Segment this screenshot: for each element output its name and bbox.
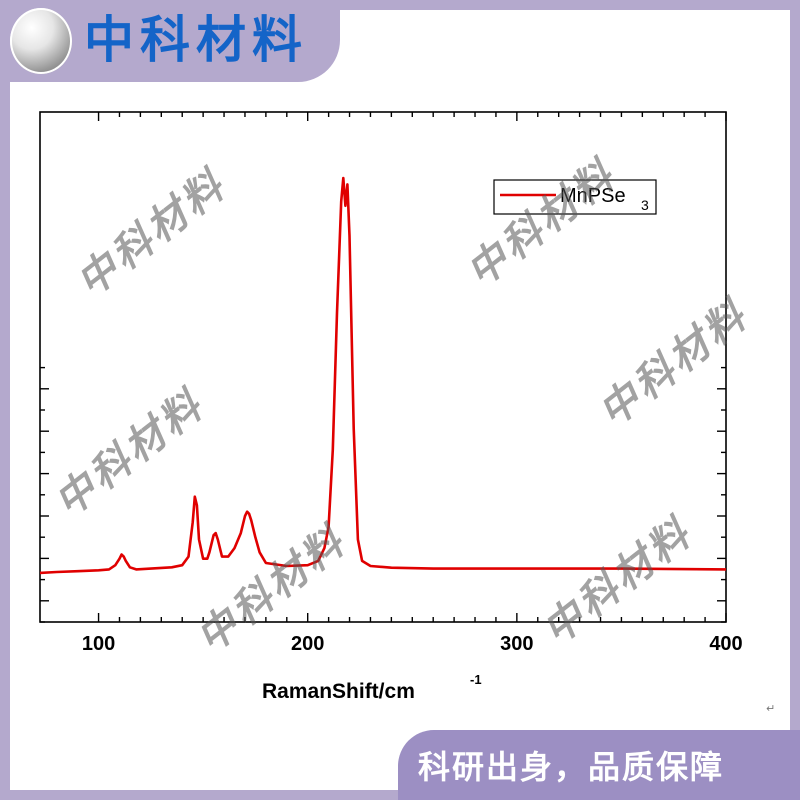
legend-label: MnPSe [560,185,626,207]
header-banner: 中科材料 [0,0,340,82]
brand-title: 中科材料 [84,10,308,69]
x-tick-label: 400 [709,633,742,655]
footer-banner: 科研出身，品质保障 [398,730,800,800]
x-tick-label: 200 [291,633,324,655]
x-tick-label: 100 [82,633,115,655]
x-axis-label: RamanShift/cm [262,680,415,703]
brand-logo-icon [10,8,72,74]
x-tick-label: 300 [500,633,533,655]
x-axis-label-superscript: -1 [470,672,482,687]
legend-box [493,179,657,215]
series-line-0 [39,176,727,575]
legend-label-subscript: 3 [641,197,649,213]
return-mark-icon: ↵ [766,702,776,715]
footer-slogan: 科研出身，品质保障 [418,748,725,786]
